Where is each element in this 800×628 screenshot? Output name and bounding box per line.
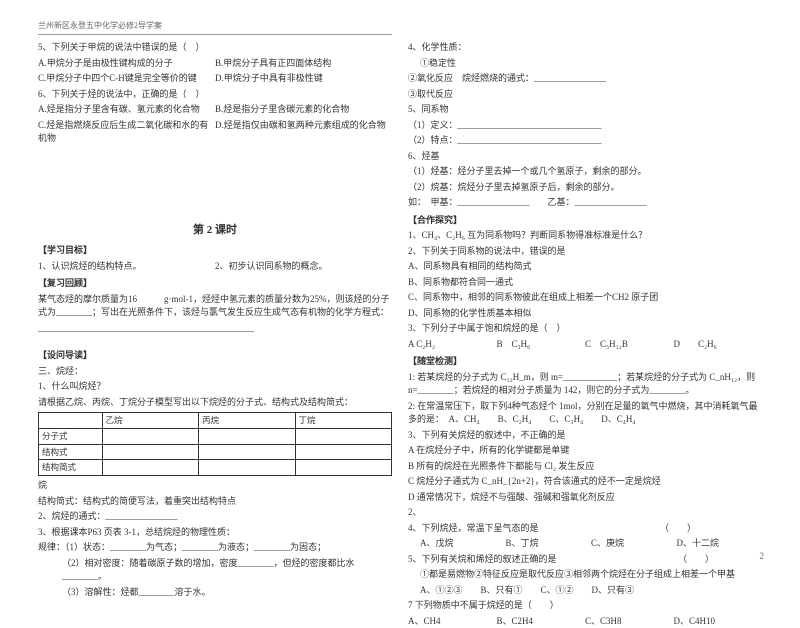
wan-label: 烷	[38, 479, 392, 493]
r4-1: ①稳定性	[408, 57, 762, 71]
c3: 3、下列分子中属于饱和烷烃的是（ ）	[408, 322, 762, 336]
q5-opt-d: D.甲烷分子中具有非极性键	[215, 72, 392, 86]
r6-1: （1）烃基：烃分子里去掉一个或几个氢原子，剩余的部分。	[408, 165, 762, 179]
r4: 4、化学性质：	[408, 41, 762, 55]
r4-3: ③取代反应	[408, 88, 762, 102]
c2: 2、下列关于同系物的说法中，错误的是	[408, 245, 762, 259]
t5-1: ①都是易燃物②特征反应是取代反应③相邻两个烷烃在分子组成上相差一个甲基	[408, 568, 762, 582]
q5-opt-a: A.甲烷分子是由极性键构成的分子	[38, 57, 215, 71]
t2: 2: 在常温常压下，取下列4种气态烃个 1mol，分别在足量的氧气中燃烧，其中消…	[408, 400, 762, 427]
r5-2: （2）特点：________________________________	[408, 134, 762, 148]
tbl-h2: 丙烷	[199, 413, 295, 429]
guilu-3: （3）溶解性：烃都________溶于水。	[38, 586, 392, 600]
t4a: A、戊烷	[420, 537, 506, 551]
jiegou-note: 结构简式：结构式的简便写法，着重突出结构特点	[38, 495, 392, 509]
guilu-1: 规律：（1）状态：________为气态；________为液态；_______…	[38, 541, 392, 555]
t5-opts: A、①②③ B、只有① C、①② D、只有③	[408, 584, 762, 598]
guilu-2: （2）相对密度：随着碳原子数的增加，密度________，但烃的密度都比水___…	[38, 557, 392, 584]
san-q1: 1、什么叫烷烃？	[38, 380, 392, 394]
q5-opt-b: B.甲烷分子具有正四面体结构	[215, 57, 392, 71]
c3c: C C₅H₁₂B	[585, 338, 674, 352]
san-prompt: 请根据乙烷、丙烷、丁烷分子模型写出以下烷烃的分子式、结构式及结构简式：	[38, 396, 392, 410]
c3b: B C₃H₆	[497, 338, 586, 352]
t3b: B 所有的烷烃在光照条件下都能与 Cl₂ 发生反应	[408, 460, 762, 474]
t4b: B、丁烷	[506, 537, 592, 551]
t1: 1: 若某烷烃的分子式为 C₁₂H_m，则 m=____________；若某烷…	[408, 371, 762, 398]
page-number: 2	[760, 551, 765, 561]
q5-stem: 5、下列关于甲烷的说法中错误的是（ ）	[38, 41, 392, 55]
q6-opt-d: D.烃是指仅由碳和氢两种元素组成的化合物	[215, 119, 392, 146]
t3d: D 通常情况下，烷烃不与强酸、强碱和强氧化剂反应	[408, 491, 762, 505]
t7b: B、C2H4	[497, 615, 586, 628]
c3a: A C₂H₂	[408, 338, 497, 352]
c1: 1、CH₄、C₂H₆ 互为同系物吗？判断同系物得准标准是什么？	[408, 229, 762, 243]
t7a: A、CH4	[408, 615, 497, 628]
r6: 6、烃基	[408, 150, 762, 164]
r5: 5、同系物	[408, 103, 762, 117]
t7c: C、C3H8	[585, 615, 674, 628]
san-2: 2、烷烃的通式：________________	[38, 510, 392, 524]
t7d: D、C4H10	[674, 615, 763, 628]
left-column: 兰州新区永登五中化学必修2导学案 5、下列关于甲烷的说法中错误的是（ ） A.甲…	[30, 20, 400, 555]
tbl-r3: 结构简式	[39, 460, 103, 476]
t3a: A 在烷烃分子中，所有的化学键都是单键	[408, 444, 762, 458]
coop-title: 【合作探究】	[408, 214, 762, 228]
q6-stem: 6、下列关于烃的说法中，正确的是（ ）	[38, 88, 392, 102]
objectives-title: 【学习目标】	[38, 244, 392, 258]
right-column: . 4、化学性质： ①稳定性 ②氧化反应 烷烃燃烧的通式：___________…	[400, 20, 770, 555]
r4-2: ②氧化反应 烷烃燃烧的通式：________________	[408, 72, 762, 86]
page-header: 兰州新区永登五中化学必修2导学案	[38, 20, 392, 35]
tbl-h3: 丁烷	[295, 413, 392, 429]
q6-opt-b: B.烃是指分子里含碳元素的化合物	[215, 103, 392, 117]
q6-opt-c: C.烃是指燃烧反应后生成二氧化碳和水的有机物	[38, 119, 215, 146]
c2c: C、同系物中，相邻的同系物彼此在组成上相差一个CH2 原子团	[408, 291, 762, 305]
t4: 4、下列烷烃，常温下呈气态的是 （ ）	[408, 522, 762, 536]
tbl-h1: 乙烷	[102, 413, 198, 429]
t4c: C、庚烷	[591, 537, 677, 551]
test-title: 【随堂检测】	[408, 355, 762, 369]
r6-ru: 如： 甲基：________________ 乙基：______________…	[408, 196, 762, 210]
t7: 7 下列物质中不属于烷烃的是（ ）	[408, 599, 762, 613]
r6-2: （2）烷基：烷烃分子里去掉氢原子后，剩余的部分。	[408, 181, 762, 195]
review-text: 某气态烃的摩尔质量为16 g·mol-1，烃烃中氢元素的质量分数为25%，则该烃…	[38, 293, 392, 320]
obj-2: 2、初步认识同系物的概念。	[215, 260, 392, 274]
alkane-table: 乙烷 丙烷 丁烷 分子式 结构式 结构简式	[38, 412, 392, 476]
san-heading: 三、烷烃：	[38, 365, 392, 379]
t3: 3、下列有关烷烃的叙述中，不正确的是	[408, 429, 762, 443]
r5-1: （1）定义：________________________________	[408, 119, 762, 133]
guide-title: 【设问导读】	[38, 349, 392, 363]
obj-1: 1、认识烷烃的结构特点。	[38, 260, 215, 274]
san-3: 3、根据课本P63 页表 3-1，总结烷烃的物理性质：	[38, 526, 392, 540]
t3c: C 烷烃分子通式为 C_nH_{2n+2}，符合该通式的烃不一定是烷烃	[408, 475, 762, 489]
lesson-title: 第 2 课时	[38, 222, 392, 239]
review-title: 【复习回顾】	[38, 277, 392, 291]
c3d: D C₂H₆	[674, 338, 763, 352]
t4d: D、十二烷	[677, 537, 763, 551]
tbl-r2: 结构式	[39, 444, 103, 460]
q5-opt-c: C.甲烷分子中四个C-H键是完全等价的键	[38, 72, 215, 86]
t5: 5、下列有关烷和烯烃的叙述正确的是 （ ）	[408, 553, 762, 567]
c2d: D、同系物的化学性质基本相似	[408, 307, 762, 321]
c2b: B、同系物都符合同一通式	[408, 276, 762, 290]
tbl-r1: 分子式	[39, 428, 103, 444]
c2a: A、同系物具有相同的结构简式	[408, 260, 762, 274]
q6-opt-a: A.烃是指分子里含有碳、氢元素的化合物	[38, 103, 215, 117]
